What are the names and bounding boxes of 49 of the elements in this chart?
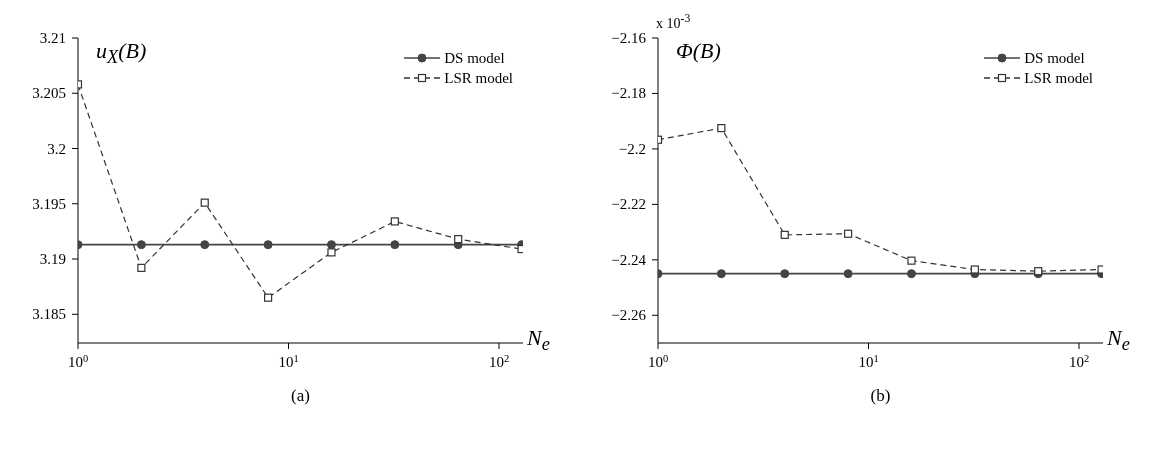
legend-label: DS model: [444, 49, 505, 67]
x-tick-label: 10$^{2}$: [488, 352, 510, 370]
y-tick-label: 3.21: [39, 30, 66, 46]
point: [454, 235, 463, 244]
point: [200, 240, 210, 250]
y-tick-label: −2.26: [611, 307, 647, 324]
y-tick-label: 3.185: [32, 306, 66, 323]
y-tick-label: −2.22: [611, 196, 646, 213]
y-axis-title: Φ(B): [676, 38, 721, 64]
y-tick-label: 3.2: [47, 140, 66, 157]
point: [390, 217, 399, 226]
text: (b): [869, 386, 892, 406]
point: [780, 230, 789, 239]
x-tick-label: 10$^{0}$: [67, 352, 89, 370]
x-tick-label: 10$^{0}$: [647, 352, 669, 370]
point: [906, 269, 916, 279]
point: [263, 240, 273, 250]
y-tick-label: −2.16: [611, 30, 647, 46]
y-tick-label: 3.19: [39, 251, 66, 268]
y-tick-label: −2.24: [611, 251, 647, 268]
x-tick-label: 10$^{2}$: [1068, 352, 1090, 370]
point: [264, 293, 273, 302]
point: [390, 240, 400, 250]
text: (a): [290, 386, 311, 406]
x-axis-title: N$_{e}$: [1107, 325, 1130, 356]
x-axis-title: N$_{e}$: [527, 325, 550, 356]
legend-label: LSR model: [1024, 69, 1093, 87]
point: [843, 269, 853, 279]
text: x 10$^{-3}$: [656, 12, 691, 32]
point: [327, 248, 336, 257]
x-tick-label: 10$^{1}$: [278, 352, 299, 370]
y-tick-label: 3.205: [32, 85, 66, 102]
y-tick-label: 3.195: [32, 195, 66, 212]
legend-label: LSR model: [444, 69, 513, 87]
legend-label: DS model: [1024, 49, 1085, 67]
point: [907, 256, 916, 265]
point: [780, 269, 790, 279]
point: [844, 229, 853, 238]
x-tick-label: 10$^{1}$: [858, 352, 879, 370]
y-tick-label: −2.2: [618, 140, 646, 157]
point: [136, 240, 146, 250]
y-tick-label: −2.18: [611, 85, 646, 102]
point: [200, 198, 209, 207]
point: [137, 263, 146, 272]
point: [716, 269, 726, 279]
point: [970, 265, 979, 274]
y-axis-title: u$_{X}$(B): [96, 38, 147, 69]
point: [717, 124, 726, 133]
point: [326, 240, 336, 250]
